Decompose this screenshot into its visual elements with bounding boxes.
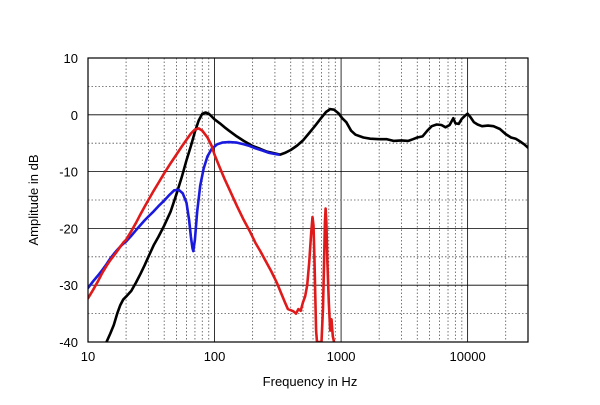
y-tick-label: -30 bbox=[59, 278, 78, 293]
series-line-black bbox=[105, 107, 528, 342]
y-tick-labels: 10 0 -10 -20 -30 -40 bbox=[59, 51, 78, 350]
x-tick-label: 10000 bbox=[450, 349, 486, 364]
x-axis-label: Frequency in Hz bbox=[263, 374, 358, 389]
x-tick-label: 1000 bbox=[327, 349, 356, 364]
y-tick-label: -40 bbox=[59, 335, 78, 350]
y-tick-label: 10 bbox=[64, 51, 78, 66]
y-tick-label: 0 bbox=[71, 108, 78, 123]
y-tick-label: -20 bbox=[59, 221, 78, 236]
y-tick-label: -10 bbox=[59, 165, 78, 180]
x-tick-labels: 10 100 1000 10000 bbox=[81, 349, 486, 364]
series-line-red bbox=[88, 127, 336, 342]
x-tick-label: 10 bbox=[81, 349, 95, 364]
y-axis-label: Amplitude in dB bbox=[26, 154, 41, 245]
plot-frame bbox=[87, 57, 529, 343]
x-tick-label: 100 bbox=[204, 349, 226, 364]
data-series bbox=[88, 107, 528, 342]
